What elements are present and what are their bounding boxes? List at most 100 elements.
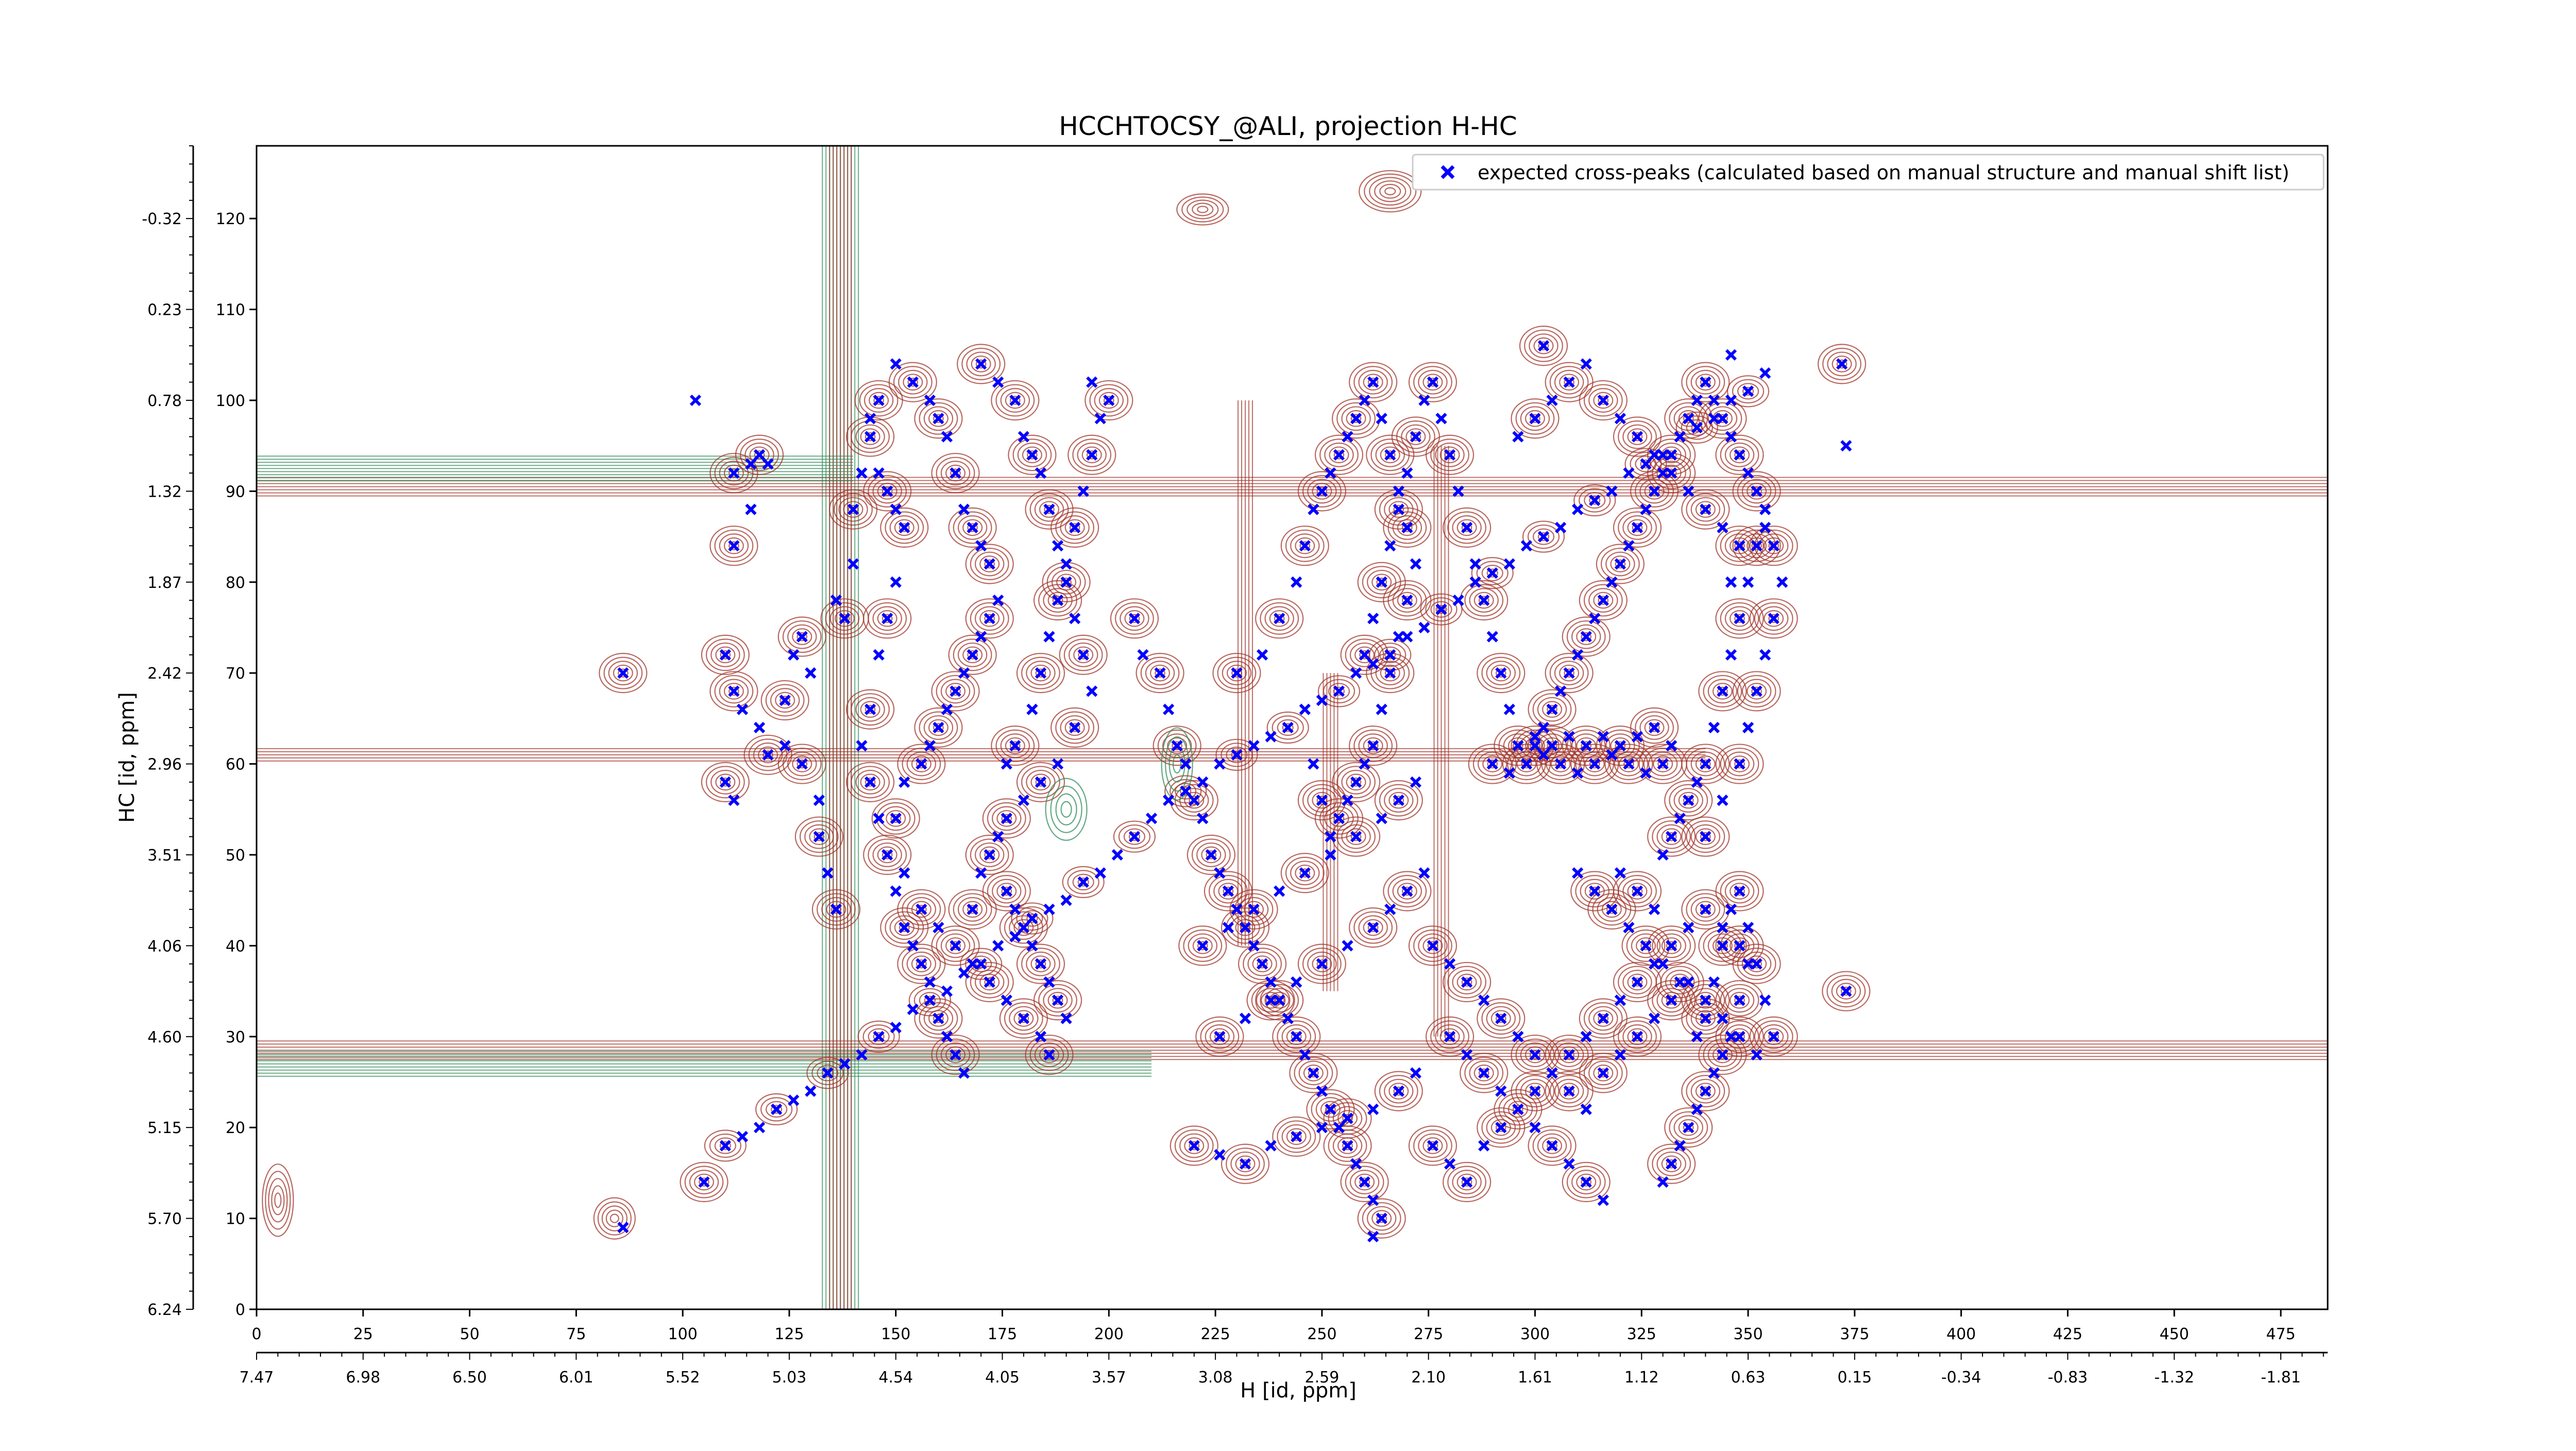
cross-peak: [1840, 985, 1852, 997]
cross-peak: [1683, 485, 1694, 497]
contour-layer: [257, 146, 2328, 1309]
cross-peak: [1001, 813, 1012, 824]
cross-peak: [1563, 1085, 1575, 1097]
cross-peak: [1563, 376, 1575, 388]
cross-peak: [1623, 758, 1635, 770]
x-tick-label: 400: [1946, 1325, 1976, 1343]
x-tick-label: 425: [2053, 1325, 2082, 1343]
x-tick-label: 200: [1094, 1325, 1124, 1343]
diagonal-peak: [1537, 531, 1550, 543]
cross-peak: [1299, 1049, 1311, 1061]
cross-peak: [1657, 467, 1669, 479]
cross-peak: [1256, 649, 1268, 661]
cross-peak: [1214, 1031, 1226, 1042]
cross-peak: [967, 903, 978, 915]
cross-peak: [1043, 503, 1055, 515]
corner-contour: [1176, 193, 1229, 226]
cross-peak: [1069, 613, 1081, 625]
cross-peak: [1512, 1103, 1524, 1116]
cross-peak: [1222, 885, 1234, 897]
diagonal-peak: [1759, 367, 1771, 379]
cross-peak: [839, 613, 851, 625]
cross-peak: [805, 667, 817, 679]
cross-peak: [873, 467, 885, 479]
peak-contour: [1408, 1125, 1458, 1166]
x-tick-label: 125: [774, 1325, 804, 1343]
diagonal-peak: [856, 1049, 868, 1061]
cross-peak: [1563, 667, 1575, 679]
peak-contour: [948, 634, 997, 675]
ppm-x-tick-label: -0.83: [2048, 1369, 2088, 1387]
cross-peak: [1580, 358, 1592, 370]
peak-contour: [1822, 971, 1871, 1011]
cross-peak: [1308, 503, 1319, 515]
ppm-x-tick-label: 0.63: [1731, 1369, 1766, 1387]
peak-contour: [1374, 1071, 1423, 1111]
cross-peak: [1666, 740, 1677, 752]
cross-peak: [1657, 758, 1669, 770]
cross-peak: [1666, 449, 1677, 461]
cross-peak: [1623, 921, 1635, 934]
cross-peak: [1683, 976, 1694, 988]
peak-contour: [1255, 980, 1304, 1021]
diagonal-peak: [805, 1085, 817, 1097]
cross-peak: [1674, 1140, 1686, 1152]
cross-peak: [1529, 413, 1541, 425]
cross-peak: [1359, 649, 1370, 661]
y-tick-label: 40: [226, 937, 245, 955]
diagonal-peak: [1708, 413, 1720, 425]
cross-peak: [882, 485, 893, 497]
diagonal-contour: [1266, 711, 1309, 744]
cross-peak: [1367, 1194, 1379, 1206]
cross-peak: [1367, 1103, 1379, 1116]
cross-peak: [899, 776, 910, 788]
peak-contour: [1715, 744, 1764, 784]
cross-peak: [1231, 667, 1243, 679]
cross-peak: [1308, 1067, 1319, 1079]
x-tick-label: 250: [1307, 1325, 1336, 1343]
cross-peak: [1367, 1230, 1379, 1242]
peak-contour: [965, 598, 1014, 639]
peak-contour: [1528, 689, 1577, 730]
cross-peak: [1554, 685, 1567, 697]
cross-peak: [1537, 749, 1550, 761]
diagonal-peak: [1145, 813, 1158, 824]
cross-peak: [1572, 867, 1584, 879]
diagonal-peak: [1265, 731, 1277, 743]
ppm-x-tick-label: 7.47: [240, 1369, 274, 1387]
cross-peak: [1478, 594, 1490, 606]
cross-peak: [1614, 867, 1626, 879]
peak-contour: [743, 734, 792, 775]
diagonal-peak: [1572, 503, 1584, 515]
cross-peak: [899, 521, 910, 534]
peak-contour: [828, 489, 878, 530]
cross-peak: [1683, 1122, 1694, 1134]
cross-peak: [830, 903, 842, 915]
peak-contour: [1698, 398, 1747, 439]
cross-peak: [984, 976, 995, 988]
peak-contour: [794, 816, 843, 857]
cross-peak: [1717, 940, 1728, 952]
cross-peak: [1700, 1013, 1711, 1024]
cross-peak: [1580, 631, 1592, 643]
cross-peak: [1469, 558, 1481, 570]
peak-contour: [1732, 471, 1781, 512]
peak-contour: [777, 744, 826, 784]
cross-peak: [1614, 1049, 1626, 1061]
y-tick-label: 50: [226, 847, 245, 865]
legend-box: [1412, 154, 2325, 191]
cross-peak: [1342, 431, 1353, 443]
cross-peak: [1435, 413, 1447, 425]
cross-peak: [1350, 413, 1362, 425]
cross-peak: [1026, 940, 1038, 952]
cross-peak: [1751, 540, 1762, 552]
corner-contour: [593, 1197, 636, 1240]
peak-contour: [1562, 726, 1611, 766]
peak-contour: [709, 526, 758, 566]
cross-peak: [1367, 921, 1379, 934]
peak-contour: [1016, 653, 1065, 694]
peak-contour: [888, 362, 937, 402]
ppm-x-tick-label: 0.15: [1837, 1369, 1872, 1387]
cross-peak: [1103, 394, 1115, 407]
peak-contour: [1408, 925, 1458, 966]
